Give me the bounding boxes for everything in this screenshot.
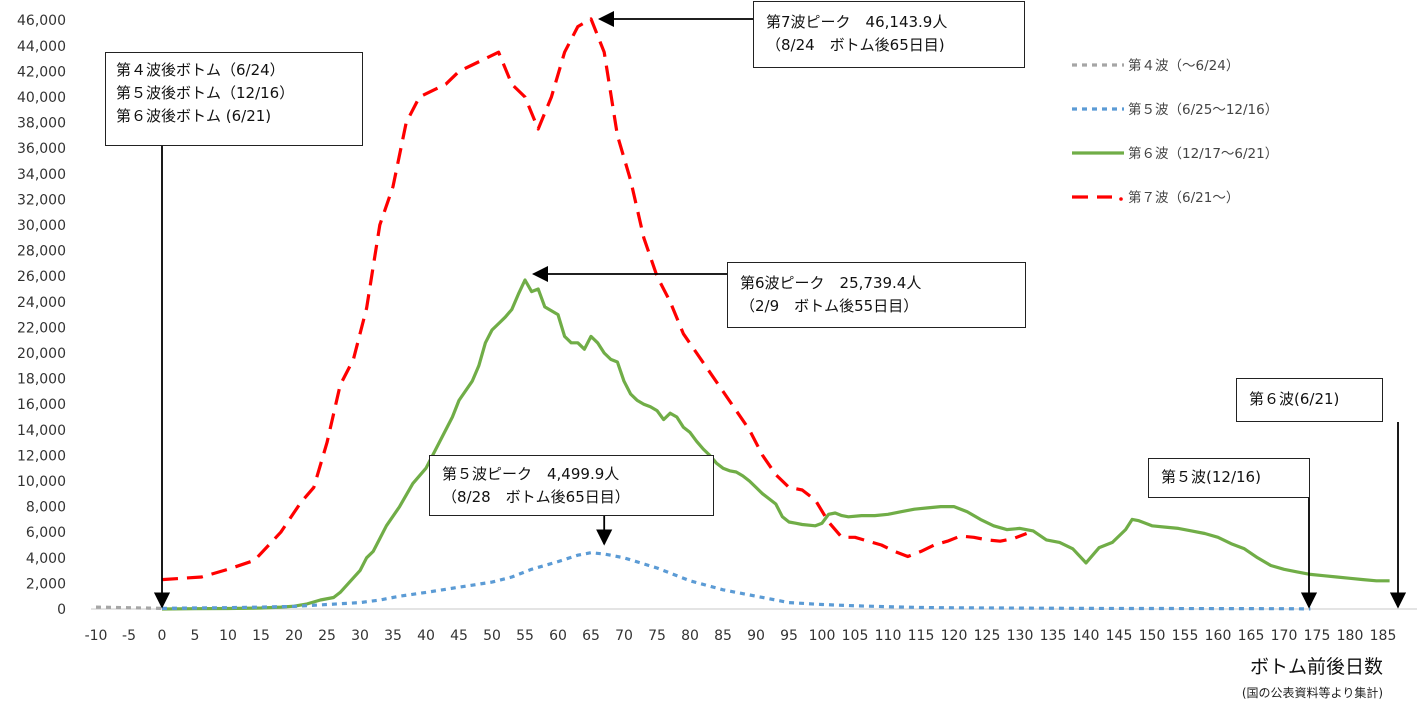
x-tick-label: 105 bbox=[842, 628, 869, 644]
x-tick-label: 20 bbox=[285, 628, 303, 644]
x-tick-label: 175 bbox=[1304, 628, 1331, 644]
annotation-arrows bbox=[153, 10, 1407, 609]
series-line-5 bbox=[161, 551, 1311, 611]
source-note: (国の公表資料等より集計) bbox=[1242, 685, 1383, 700]
annotation-line: 第６波後ボトム (6/21) bbox=[116, 107, 272, 125]
legend-swatch-dot bbox=[1119, 197, 1123, 201]
y-tick-label: 32,000 bbox=[17, 192, 66, 208]
y-tick-label: 0 bbox=[57, 602, 66, 618]
y-tick-label: 46,000 bbox=[17, 13, 66, 29]
y-tick-label: 14,000 bbox=[17, 423, 66, 439]
series-line-4 bbox=[95, 605, 163, 610]
x-tick-label: 5 bbox=[191, 628, 200, 644]
y-tick-label: 38,000 bbox=[17, 116, 66, 132]
x-tick-label: 60 bbox=[549, 628, 567, 644]
annotation-wave6-end: 第６波(6/21) bbox=[1236, 378, 1383, 422]
x-tick-label: 120 bbox=[941, 628, 968, 644]
x-tick-label: 90 bbox=[747, 628, 765, 644]
annotation-wave5-peak: 第５波ピーク 4,499.9人 （8/28 ボトム後65日目） bbox=[429, 455, 714, 516]
x-tick-label: 25 bbox=[318, 628, 336, 644]
x-tick-label: 135 bbox=[1040, 628, 1067, 644]
y-tick-label: 16,000 bbox=[17, 397, 66, 413]
legend-label: 第７波（6/21～） bbox=[1128, 189, 1239, 206]
x-tick-label: 75 bbox=[648, 628, 666, 644]
x-axis-title: ボトム前後日数 bbox=[1250, 656, 1383, 678]
x-tick-label: 50 bbox=[483, 628, 501, 644]
annotation-bottom-dates: 第４波後ボトム（6/24） 第５波後ボトム（12/16） 第６波後ボトム (6/… bbox=[105, 52, 363, 146]
annotation-wave5-end: 第５波(12/16) bbox=[1148, 458, 1310, 498]
annotation-wave6-peak: 第6波ピーク 25,739.4人 （2/9 ボトム後55日目） bbox=[727, 262, 1026, 328]
y-tick-label: 28,000 bbox=[17, 244, 66, 260]
y-tick-label: 22,000 bbox=[17, 320, 66, 336]
y-tick-label: 20,000 bbox=[17, 346, 66, 362]
annotation-line: （8/28 ボトム後65日目） bbox=[442, 488, 630, 506]
x-tick-label: 185 bbox=[1370, 628, 1397, 644]
y-tick-label: 42,000 bbox=[17, 64, 66, 80]
annotation-wave7-peak: 第7波ピーク 46,143.9人 （8/24 ボトム後65日目) bbox=[753, 1, 1025, 68]
x-tick-label: -5 bbox=[122, 628, 136, 644]
annotation-line: 第４波後ボトム（6/24） bbox=[116, 61, 285, 79]
y-tick-label: 24,000 bbox=[17, 295, 66, 311]
y-tick-label: 34,000 bbox=[17, 167, 66, 183]
x-tick-label: 65 bbox=[582, 628, 600, 644]
x-tick-label: 115 bbox=[908, 628, 935, 644]
y-tick-label: 40,000 bbox=[17, 90, 66, 106]
series-layer bbox=[95, 17, 1390, 611]
x-tick-label: 155 bbox=[1172, 628, 1199, 644]
x-tick-label: 130 bbox=[1007, 628, 1034, 644]
y-tick-label: 36,000 bbox=[17, 141, 66, 157]
axes: 0 2,000 4,000 6,000 8,000 10,000 12,000 14,000 1… bbox=[17, 13, 1417, 644]
annotation-line: 第５波ピーク 4,499.9人 bbox=[442, 465, 620, 483]
x-tick-label: 0 bbox=[158, 628, 167, 644]
x-tick-label: 55 bbox=[516, 628, 534, 644]
x-tick-label: 160 bbox=[1205, 628, 1232, 644]
x-tick-label: 85 bbox=[714, 628, 732, 644]
x-tick-label: 95 bbox=[780, 628, 798, 644]
x-tick-label: 80 bbox=[681, 628, 699, 644]
x-tick-label: 40 bbox=[417, 628, 435, 644]
x-tick-label: 100 bbox=[809, 628, 836, 644]
annotation-line: （8/24 ボトム後65日目) bbox=[766, 36, 945, 54]
x-tick-label: 180 bbox=[1337, 628, 1364, 644]
annotation-line: （2/9 ボトム後55日目） bbox=[740, 297, 919, 315]
y-tick-label: 2,000 bbox=[26, 576, 66, 592]
y-tick-label: 30,000 bbox=[17, 218, 66, 234]
legend-label: 第５波（6/25～12/16） bbox=[1128, 101, 1278, 118]
legend: 第４波（～6/24） 第５波（6/25～12/16） 第６波（12/17～6/21）… bbox=[1072, 57, 1278, 206]
x-tick-label: 10 bbox=[219, 628, 237, 644]
x-tick-label: 45 bbox=[450, 628, 468, 644]
y-tick-label: 12,000 bbox=[17, 448, 66, 464]
x-tick-label: 125 bbox=[974, 628, 1001, 644]
x-tick-label: 140 bbox=[1073, 628, 1100, 644]
annotation-line: 第6波ピーク 25,739.4人 bbox=[740, 274, 922, 292]
x-tick-label: 165 bbox=[1238, 628, 1265, 644]
x-tick-label: 35 bbox=[384, 628, 402, 644]
y-tick-label: 44,000 bbox=[17, 39, 66, 55]
series-line-7 bbox=[161, 17, 1028, 582]
x-tick-label: 110 bbox=[875, 628, 902, 644]
x-tick-label: 170 bbox=[1271, 628, 1298, 644]
y-tick-label: 10,000 bbox=[17, 474, 66, 490]
y-tick-label: 8,000 bbox=[26, 500, 66, 516]
annotation-line: 第５波後ボトム（12/16） bbox=[116, 84, 295, 102]
x-tick-label: 150 bbox=[1139, 628, 1166, 644]
x-tick-label: 70 bbox=[615, 628, 633, 644]
annotation-line: 第６波(6/21) bbox=[1249, 390, 1340, 408]
y-tick-label: 26,000 bbox=[17, 269, 66, 285]
x-tick-label: 30 bbox=[351, 628, 369, 644]
legend-label: 第４波（～6/24） bbox=[1128, 57, 1239, 74]
y-tick-label: 4,000 bbox=[26, 551, 66, 567]
legend-label: 第６波（12/17～6/21） bbox=[1128, 145, 1278, 162]
x-tick-label: 15 bbox=[252, 628, 270, 644]
y-tick-label: 18,000 bbox=[17, 372, 66, 388]
annotation-line: 第7波ピーク 46,143.9人 bbox=[766, 13, 948, 31]
x-tick-label: 145 bbox=[1106, 628, 1133, 644]
annotation-line: 第５波(12/16) bbox=[1161, 468, 1261, 486]
series-line-6 bbox=[161, 278, 1390, 611]
x-tick-label: -10 bbox=[85, 628, 108, 644]
y-tick-label: 6,000 bbox=[26, 525, 66, 541]
